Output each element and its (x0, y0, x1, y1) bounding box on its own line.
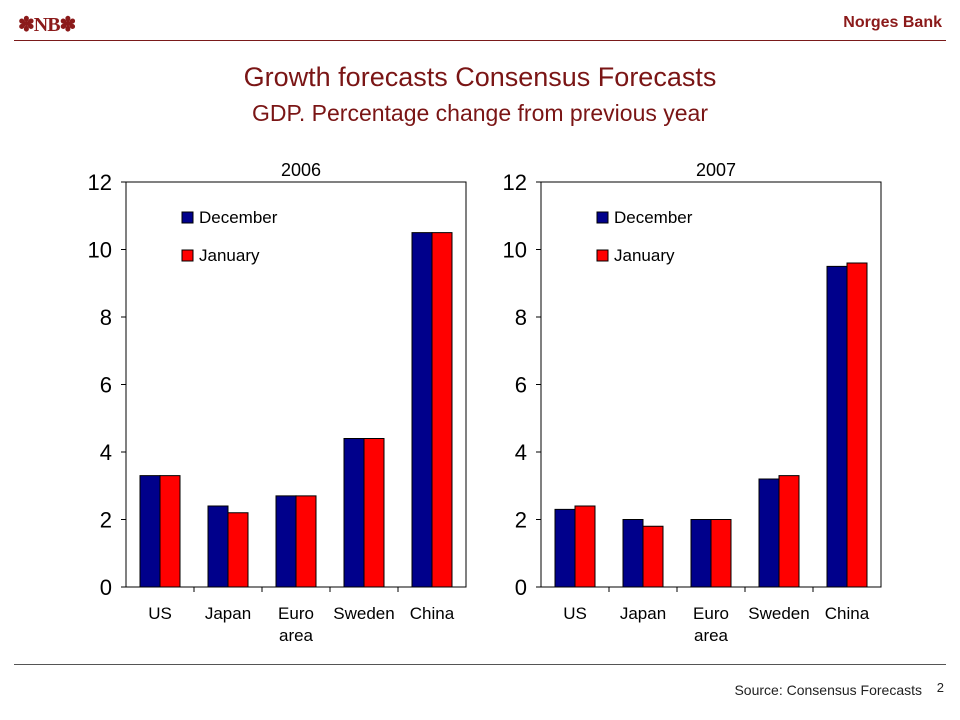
norges-bank-logo: ✽NB✽ (18, 14, 76, 36)
gdp-chart-2007: 0 2 4 6 8 10 12 US Japan Euro area Sweden China Decem… (503, 170, 882, 645)
bar-december (343, 438, 365, 588)
y-tick-label: 10 (503, 238, 527, 263)
gdp-chart-2006: 0 2 4 6 8 10 12 US Japan Euro area Sweden China Decem… (88, 170, 467, 645)
x-tick-label: US (563, 604, 587, 623)
bar-december (139, 475, 161, 588)
bar-december (622, 519, 644, 588)
x-tick-label: US (148, 604, 172, 623)
legend-label: December (614, 208, 693, 227)
slide-subtitle: GDP. Percentage change from previous yea… (252, 100, 708, 126)
chart-title-2006: 2006 (280, 160, 322, 180)
y-tick-label: 6 (515, 373, 527, 398)
x-tick-label: Sweden (333, 604, 394, 623)
bar-december (411, 232, 433, 588)
bar-january (846, 262, 868, 588)
bar-january (642, 525, 664, 588)
y-tick-label: 4 (100, 440, 112, 465)
bar-december (826, 265, 848, 588)
y-tick-label: 8 (515, 305, 527, 330)
x-tick-label: Sweden (748, 604, 809, 623)
y-tick-label: 4 (515, 440, 527, 465)
bar-january (778, 475, 800, 588)
bar-december (554, 508, 576, 588)
legend-swatch (181, 211, 194, 224)
y-tick-label: 0 (515, 575, 527, 600)
bank-name: Norges Bank (843, 14, 942, 31)
bar-december (275, 495, 297, 588)
legend-label: December (199, 208, 278, 227)
legend-swatch (181, 249, 194, 262)
legend-label: January (614, 246, 675, 265)
y-tick-label: 12 (503, 170, 527, 195)
bar-january (574, 505, 596, 588)
y-tick-label: 12 (88, 170, 112, 195)
page-number: 2 (936, 680, 944, 695)
source-note: Source: Consensus Forecasts (734, 682, 922, 698)
bar-january (159, 475, 181, 588)
y-tick-label: 6 (100, 373, 112, 398)
bar-december (690, 519, 712, 588)
bar-january (431, 232, 453, 588)
x-tick-label: Japan (205, 604, 251, 623)
x-tick-label: area (279, 626, 314, 645)
legend-swatch (596, 249, 609, 262)
legend-swatch (596, 211, 609, 224)
bar-january (710, 519, 732, 588)
header-divider (14, 40, 946, 41)
legend-label: January (199, 246, 260, 265)
y-tick-label: 2 (515, 508, 527, 533)
bar-january (363, 438, 385, 588)
x-tick-label: Japan (620, 604, 666, 623)
footer-divider (14, 664, 946, 665)
bar-december (758, 478, 780, 588)
y-tick-label: 0 (100, 575, 112, 600)
bar-january (227, 512, 249, 588)
x-tick-label: area (694, 626, 729, 645)
y-tick-label: 10 (88, 238, 112, 263)
bar-december (207, 505, 229, 588)
y-tick-label: 2 (100, 508, 112, 533)
x-tick-label: China (825, 604, 870, 623)
chart-title-2007: 2007 (695, 160, 737, 180)
slide-title: Growth forecasts Consensus Forecasts (243, 62, 717, 92)
y-tick-label: 8 (100, 305, 112, 330)
bar-january (295, 495, 317, 588)
x-tick-label: Euro (278, 604, 314, 623)
x-tick-label: Euro (693, 604, 729, 623)
x-tick-label: China (410, 604, 455, 623)
